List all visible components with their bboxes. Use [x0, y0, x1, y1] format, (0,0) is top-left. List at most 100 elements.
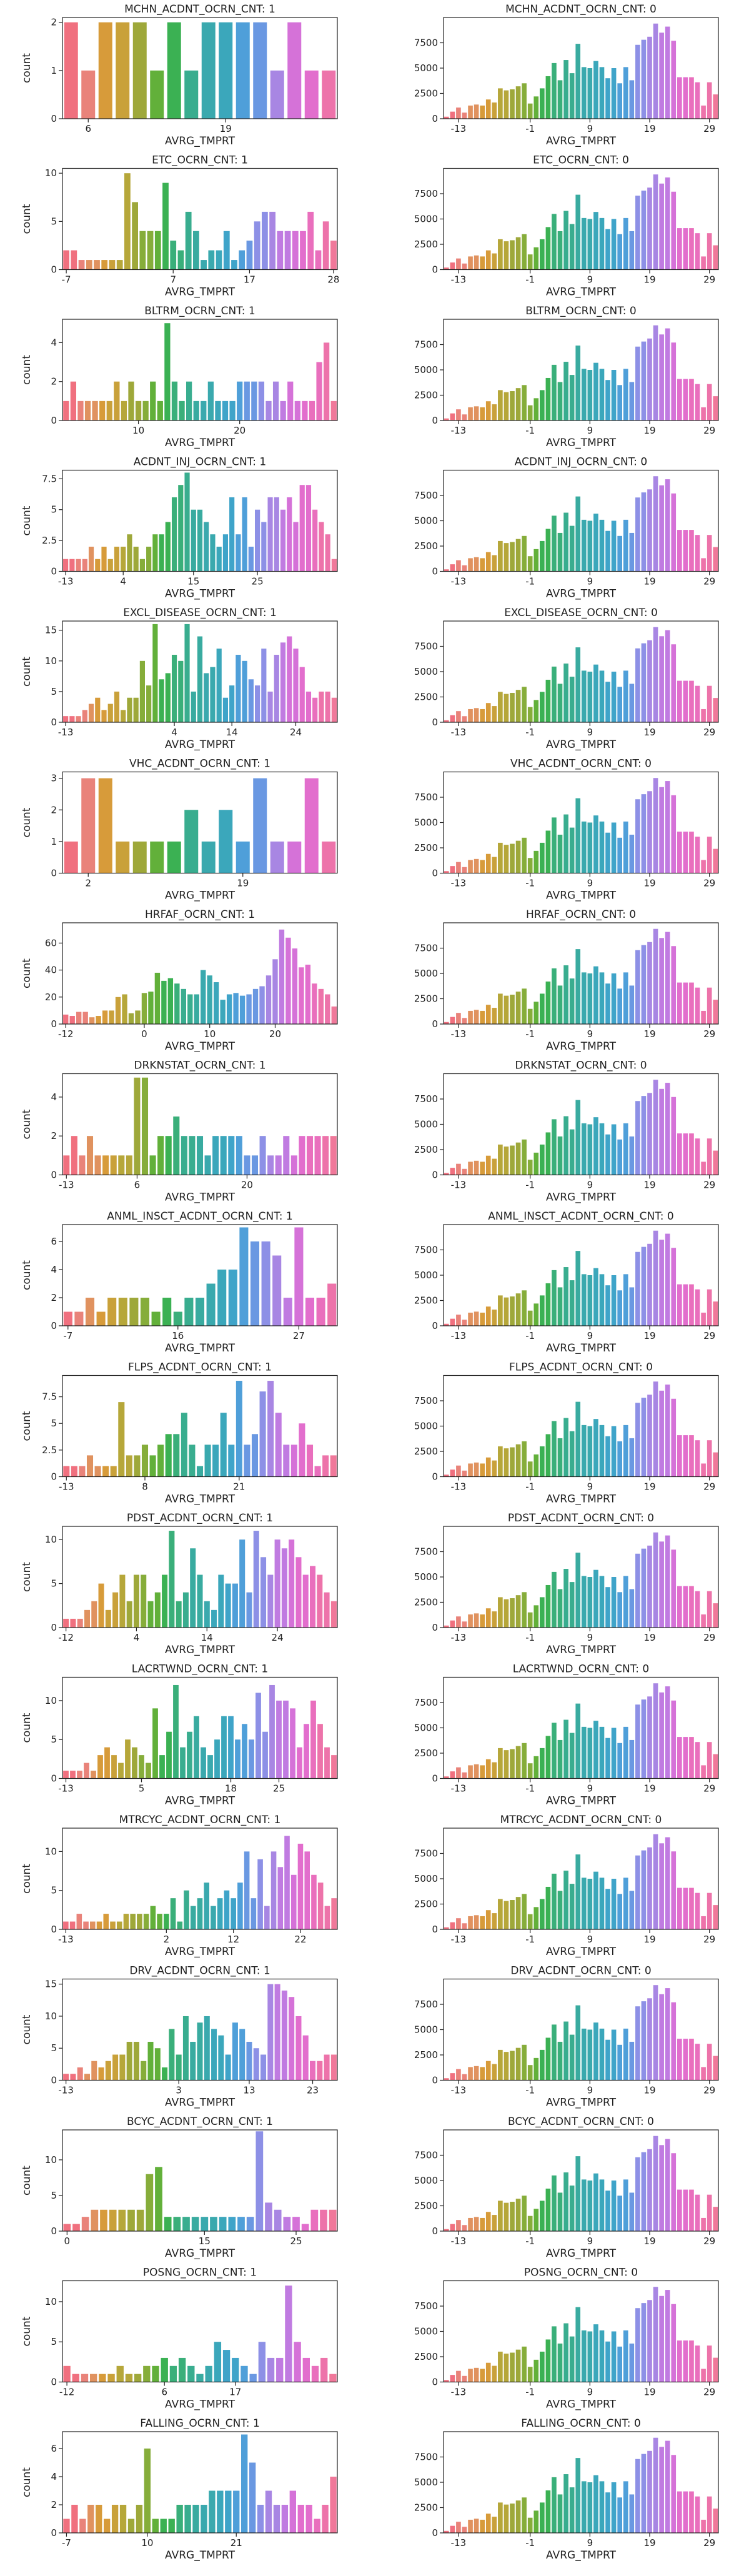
x-tick-label: 19	[643, 1934, 655, 1945]
bar	[251, 1434, 259, 1477]
bar	[69, 1921, 76, 1929]
bar	[191, 691, 196, 722]
bar	[456, 2522, 461, 2533]
bar	[293, 522, 299, 572]
y-tick-label: 4	[51, 337, 57, 348]
bar	[265, 975, 272, 1024]
bar	[474, 557, 479, 572]
bar	[545, 227, 551, 270]
x-tick-label: 19	[643, 2235, 655, 2247]
bar	[152, 624, 158, 722]
bar	[305, 485, 312, 572]
bar	[611, 68, 617, 119]
bar	[314, 1466, 321, 1477]
bar	[665, 1385, 670, 1477]
y-tick-label: 2500	[414, 239, 438, 250]
bar	[671, 946, 677, 1024]
bar	[659, 787, 664, 873]
bar	[63, 2365, 71, 2382]
bar	[647, 1243, 652, 1326]
bar	[290, 1155, 297, 1175]
bar	[116, 260, 123, 270]
x-tick-label: 29	[703, 1783, 715, 1794]
x-tick-label: 4	[134, 1632, 140, 1643]
subplot-title: DRV_ACDNT_OCRN_CNT: 1	[129, 1965, 270, 1977]
bar	[665, 1535, 670, 1628]
bar	[522, 988, 527, 1024]
y-tick-label: 5000	[414, 515, 438, 527]
bar	[665, 781, 670, 873]
bar	[201, 400, 207, 420]
bar	[689, 2491, 694, 2533]
bar	[187, 994, 193, 1024]
bar	[695, 2496, 700, 2533]
bar	[587, 370, 593, 420]
bar	[498, 239, 503, 270]
y-tick-label: 7500	[414, 188, 438, 199]
x-tick-label: 21	[233, 1481, 245, 1493]
x-tick-label: 9	[587, 1180, 593, 1191]
bar	[510, 240, 515, 270]
y-tick-label: 5	[51, 686, 57, 697]
bar	[94, 1466, 101, 1477]
x-tick-label: -1	[525, 1934, 535, 1945]
bar	[552, 1270, 557, 1326]
bar	[127, 2209, 135, 2231]
bar	[545, 830, 551, 873]
bar	[63, 1014, 69, 1024]
bar	[647, 2149, 652, 2231]
bar	[204, 1445, 211, 1477]
bar	[701, 1312, 706, 1326]
bar	[302, 2035, 309, 2081]
bar	[485, 703, 491, 722]
bar	[98, 2067, 104, 2081]
bar	[540, 540, 545, 572]
bar	[133, 2041, 139, 2081]
bar	[492, 706, 497, 722]
x-tick-label: 9	[587, 576, 593, 587]
x-tick-label: -1	[525, 1783, 535, 1794]
bar	[557, 231, 563, 270]
bar	[510, 2504, 515, 2533]
y-tick-label: 0	[51, 2225, 57, 2237]
bar	[253, 778, 267, 873]
bar	[683, 2189, 688, 2231]
bar	[683, 77, 688, 119]
y-axis-label: count	[21, 2166, 33, 2196]
bar	[229, 685, 235, 722]
bar	[695, 535, 700, 572]
bar	[201, 841, 216, 873]
bar	[208, 250, 215, 270]
bar	[498, 1899, 503, 1929]
y-tick-label: 6	[51, 1236, 57, 1247]
bar	[305, 964, 311, 1024]
bar	[552, 62, 557, 119]
bar	[701, 1161, 706, 1175]
bar	[267, 497, 273, 572]
bar	[322, 841, 336, 873]
bar	[270, 841, 284, 873]
bar	[552, 364, 557, 420]
bar	[456, 2370, 461, 2382]
bar	[474, 104, 479, 119]
bar	[77, 1618, 83, 1628]
bar	[462, 565, 467, 572]
y-tick-label: 5000	[414, 2175, 438, 2186]
plot-frame	[62, 17, 338, 119]
bar	[677, 228, 682, 270]
bar	[647, 640, 652, 722]
x-tick-label: -13	[451, 576, 467, 587]
bar	[274, 655, 279, 722]
bar	[74, 1311, 84, 1326]
bar	[581, 2028, 587, 2081]
plot-frame	[62, 1224, 338, 1326]
x-tick-label: 19	[643, 2387, 655, 2398]
bar	[70, 1771, 76, 1779]
bar	[281, 2505, 289, 2533]
bar	[91, 1601, 97, 1628]
y-axis-label: count	[21, 807, 33, 837]
bar	[647, 187, 652, 270]
bar	[154, 1592, 161, 1628]
